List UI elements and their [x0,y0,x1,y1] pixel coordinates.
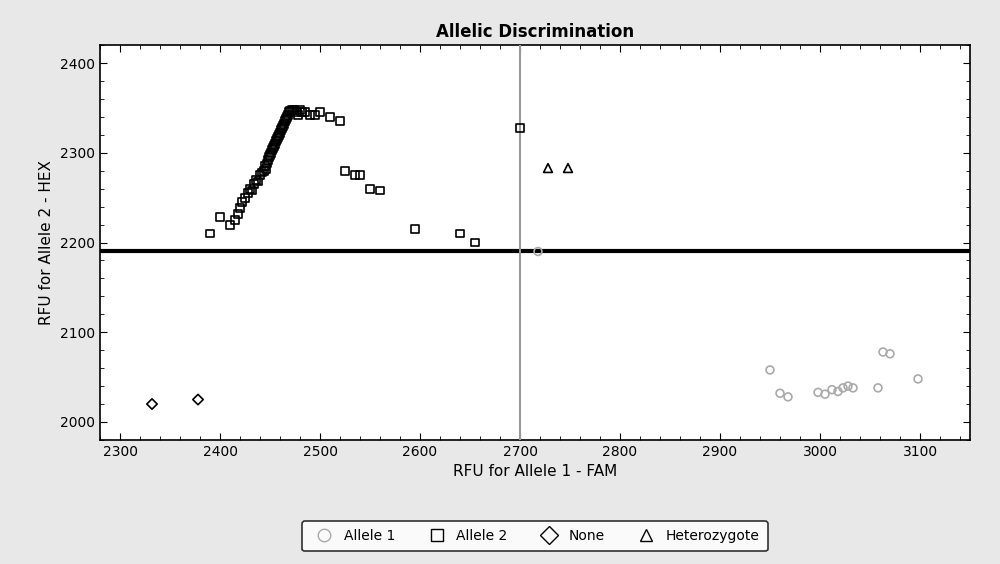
Point [307,111,323,120]
Point [286,105,302,114]
Point [263,148,279,157]
Point [276,120,292,129]
Point [882,349,898,358]
Point [259,159,275,168]
Point [258,165,274,174]
Point [288,108,304,117]
Point [780,393,796,402]
Point [845,384,861,393]
Point [265,144,281,153]
Point [372,186,388,195]
Point [512,123,528,132]
Point [875,347,891,356]
Point [246,180,262,189]
Point [250,177,266,186]
Point [268,136,284,146]
Point [272,129,288,138]
Point [302,111,318,120]
Point [264,146,280,155]
Point [337,166,353,175]
Point [322,112,338,121]
Point [824,385,840,394]
Point [202,229,218,238]
Point [817,390,833,399]
Point [297,108,313,117]
Title: Allelic Discrimination: Allelic Discrimination [436,23,634,41]
Point [332,117,348,126]
Point [910,374,926,384]
Point [810,388,826,397]
Point [292,105,308,114]
Point [762,365,778,374]
Point [284,105,300,114]
Point [830,387,846,396]
Point [237,193,253,202]
Point [280,111,296,120]
Point [294,108,310,117]
Point [347,171,363,180]
Point [835,384,851,393]
Point [452,229,468,238]
Point [540,164,556,173]
Point [212,213,228,222]
Point [560,164,576,173]
Point [282,106,298,115]
Point [257,162,273,171]
Point [256,166,272,175]
Point [530,247,546,256]
Point [270,132,286,141]
Point [232,204,248,213]
Point [281,108,297,117]
Point [467,238,483,247]
Point [870,384,886,393]
Point [277,117,293,126]
Point [234,197,250,206]
Point [274,123,290,132]
Point [262,150,278,159]
Point [266,141,282,150]
Point [407,224,423,233]
Point [222,220,238,229]
Point [248,175,264,184]
Point [275,121,291,130]
Point [269,135,285,144]
Legend: Allele 1, Allele 2, None, Heterozygote: Allele 1, Allele 2, None, Heterozygote [302,521,768,552]
Point [252,171,268,180]
Point [271,130,287,139]
Point [273,126,289,135]
X-axis label: RFU for Allele 1 - FAM: RFU for Allele 1 - FAM [453,464,617,479]
Point [242,184,258,193]
Point [279,112,295,121]
Point [772,389,788,398]
Point [312,108,328,117]
Point [244,186,260,195]
Point [144,399,160,408]
Point [254,168,270,177]
Point [362,184,378,193]
Y-axis label: RFU for Allele 2 - HEX: RFU for Allele 2 - HEX [39,160,54,325]
Point [230,209,246,218]
Point [227,215,243,224]
Point [290,111,306,120]
Point [260,156,276,165]
Point [267,139,283,148]
Point [278,114,294,123]
Point [190,395,206,404]
Point [261,153,277,162]
Point [240,189,256,198]
Point [352,171,368,180]
Point [840,382,856,391]
